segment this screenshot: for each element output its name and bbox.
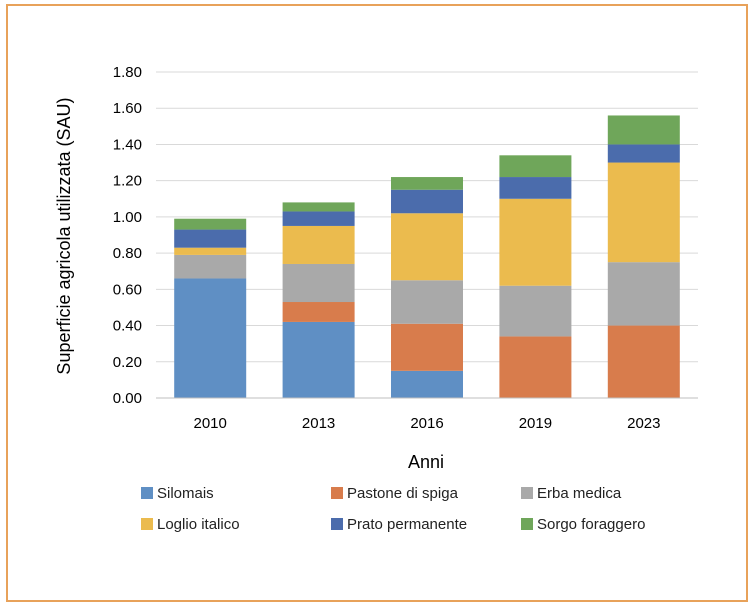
y-axis-title: Superficie agricola utilizzata (SAU) — [54, 97, 74, 374]
chart-frame: 0.00 0.20 0.40 0.60 0.80 1.00 1.20 1.40 1.60 1.80… — [6, 4, 748, 602]
bar-segment-sorgo-foraggero-2023 — [607, 115, 680, 145]
legend-swatch — [141, 518, 153, 530]
y-tick-label: 1.80 — [113, 64, 142, 81]
legend-label: Loglio italico — [157, 516, 240, 533]
bar-segment-pastone-di-spiga-2016 — [391, 323, 463, 371]
legend-swatch — [141, 487, 153, 499]
legend-label: Sorgo foraggero — [537, 516, 645, 533]
bar-segment-erba-medica-2023 — [607, 262, 680, 326]
legend-label: Prato permanente — [347, 516, 467, 533]
bar-segment-prato-permanente-2016 — [391, 189, 463, 214]
legend-swatch — [331, 487, 343, 499]
bar-segment-loglio-italico-2016 — [391, 213, 463, 281]
bar-segment-sorgo-foraggero-2016 — [391, 177, 463, 190]
x-tick-label: 2010 — [194, 415, 227, 432]
bars — [174, 115, 680, 398]
y-axis-ticks: 0.00 0.20 0.40 0.60 0.80 1.00 1.20 1.40 1.60 1.80 — [113, 64, 142, 407]
y-tick-label: 1.20 — [113, 173, 142, 190]
bar-segment-silomais-2016 — [391, 370, 463, 398]
x-tick-label: 2023 — [627, 415, 660, 432]
bar-segment-erba-medica-2019 — [499, 285, 572, 337]
bar-segment-sorgo-foraggero-2010 — [174, 218, 247, 230]
y-tick-label: 1.00 — [113, 209, 142, 226]
bar-segment-silomais-2010 — [174, 278, 247, 398]
x-axis-title: Anni — [408, 452, 444, 472]
x-tick-label: 2019 — [519, 415, 552, 432]
stacked-bar-chart: 0.00 0.20 0.40 0.60 0.80 1.00 1.20 1.40 1.60 1.80… — [54, 64, 698, 533]
x-tick-label: 2013 — [302, 415, 335, 432]
x-axis-ticks: 2010 2013 2016 2019 2023 — [194, 415, 661, 432]
bar-segment-prato-permanente-2010 — [174, 229, 247, 248]
y-tick-label: 0.40 — [113, 318, 142, 335]
legend: Silomais Pastone di spiga Erba medica Logli… — [141, 485, 645, 533]
legend-label: Pastone di spiga — [347, 485, 459, 502]
bar-segment-silomais-2013 — [282, 321, 355, 398]
legend-swatch — [521, 518, 533, 530]
bar-segment-prato-permanente-2023 — [607, 144, 680, 163]
bar-segment-loglio-italico-2010 — [174, 247, 247, 255]
y-tick-label: 0.60 — [113, 281, 142, 298]
legend-swatch — [331, 518, 343, 530]
bar-segment-sorgo-foraggero-2019 — [499, 155, 572, 178]
bar-segment-sorgo-foraggero-2013 — [282, 202, 355, 212]
bar-segment-pastone-di-spiga-2023 — [607, 325, 680, 398]
legend-swatch — [521, 487, 533, 499]
bar-segment-erba-medica-2016 — [391, 280, 463, 324]
bar-segment-loglio-italico-2023 — [607, 162, 680, 263]
bar-segment-erba-medica-2013 — [282, 263, 355, 303]
y-tick-label: 0.00 — [113, 390, 142, 407]
x-tick-label: 2016 — [410, 415, 443, 432]
y-tick-label: 0.20 — [113, 354, 142, 371]
y-tick-label: 0.80 — [113, 245, 142, 262]
bar-segment-erba-medica-2010 — [174, 254, 247, 279]
bar-segment-prato-permanente-2019 — [499, 177, 572, 199]
y-tick-label: 1.40 — [113, 136, 142, 153]
bar-segment-prato-permanente-2013 — [282, 211, 355, 226]
bar-segment-loglio-italico-2019 — [499, 198, 572, 286]
legend-label: Silomais — [157, 485, 214, 502]
bar-segment-pastone-di-spiga-2013 — [282, 302, 355, 322]
legend-label: Erba medica — [537, 485, 622, 502]
y-tick-label: 1.60 — [113, 100, 142, 117]
bar-segment-loglio-italico-2013 — [282, 225, 355, 264]
bar-segment-pastone-di-spiga-2019 — [499, 336, 572, 398]
